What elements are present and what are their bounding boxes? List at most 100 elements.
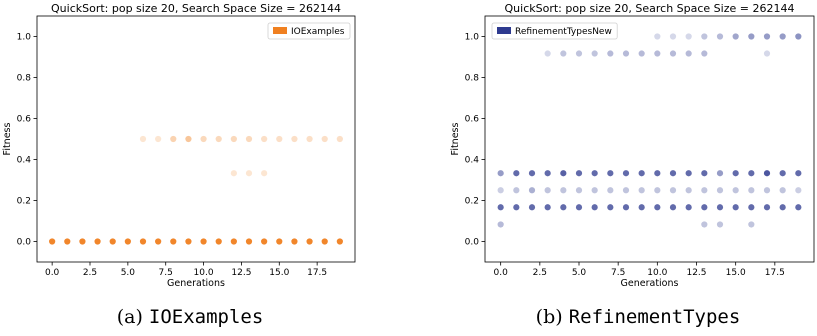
data-point xyxy=(685,187,692,194)
data-point xyxy=(779,204,786,211)
data-point xyxy=(701,33,708,40)
x-tick-label: 5.0 xyxy=(121,268,136,278)
data-point xyxy=(795,204,802,211)
data-point xyxy=(544,204,551,211)
data-point xyxy=(155,135,162,143)
data-point xyxy=(669,204,677,211)
data-point xyxy=(779,187,786,194)
data-point xyxy=(513,187,520,194)
data-point xyxy=(560,50,567,57)
legend-label: RefinementTypesNew xyxy=(515,27,612,37)
data-point xyxy=(185,238,192,245)
y-tick-label: 0.6 xyxy=(17,115,32,125)
data-point xyxy=(497,170,504,177)
x-tick-label: 2.5 xyxy=(83,268,97,278)
legend-swatch xyxy=(273,27,287,34)
data-point xyxy=(306,135,313,143)
x-tick-label: 17.5 xyxy=(307,268,327,278)
data-point xyxy=(763,170,771,177)
y-tick-label: 0.0 xyxy=(17,238,32,248)
data-point xyxy=(245,135,253,143)
data-point xyxy=(732,33,739,40)
y-axis-label: Fitness xyxy=(2,123,13,156)
data-point xyxy=(513,204,520,211)
data-point xyxy=(185,135,192,143)
data-point xyxy=(716,187,724,194)
data-point xyxy=(591,204,598,211)
caption-b: (b) RefinementTypes xyxy=(536,306,741,328)
legend: RefinementTypesNew xyxy=(491,22,618,40)
legend-box xyxy=(491,22,618,40)
data-point xyxy=(497,204,504,211)
data-point xyxy=(215,238,222,245)
data-point xyxy=(336,135,343,143)
data-point xyxy=(701,221,708,228)
data-point xyxy=(638,187,645,194)
x-tick-label: 2.5 xyxy=(533,268,547,278)
data-point xyxy=(638,50,645,57)
data-point xyxy=(528,170,536,177)
data-point xyxy=(94,238,101,245)
data-point xyxy=(748,170,755,177)
data-point xyxy=(795,170,802,177)
data-point xyxy=(139,238,147,245)
y-tick-label: 0.4 xyxy=(465,156,480,166)
data-point xyxy=(560,187,567,194)
x-axis-label: Generations xyxy=(167,278,225,289)
legend-swatch xyxy=(497,27,511,34)
data-point xyxy=(544,187,551,194)
data-point xyxy=(622,187,630,194)
x-tick-label: 7.5 xyxy=(611,268,625,278)
data-point xyxy=(575,170,583,177)
x-tick-label: 17.5 xyxy=(765,268,785,278)
x-tick-label: 12.5 xyxy=(231,268,251,278)
data-point xyxy=(701,187,708,194)
data-point xyxy=(779,33,786,40)
data-point xyxy=(575,204,583,211)
data-point xyxy=(716,33,724,40)
y-tick-label: 1.0 xyxy=(465,33,480,43)
data-point xyxy=(261,135,268,143)
y-tick-label: 0.6 xyxy=(465,115,480,125)
legend-box xyxy=(267,22,351,40)
data-point xyxy=(654,50,661,57)
data-point xyxy=(200,135,207,143)
chart-title: QuickSort: pop size 20, Search Space Siz… xyxy=(505,2,795,15)
data-point xyxy=(560,170,567,177)
data-point xyxy=(544,50,551,57)
data-point xyxy=(716,170,724,177)
data-point xyxy=(155,238,162,245)
data-point xyxy=(748,187,755,194)
data-point xyxy=(685,50,692,57)
data-point xyxy=(528,204,536,211)
data-point xyxy=(607,204,614,211)
data-point xyxy=(701,50,708,57)
y-tick-label: 0.2 xyxy=(17,197,31,207)
data-point xyxy=(544,170,551,177)
data-point xyxy=(795,33,802,40)
data-point xyxy=(607,50,614,57)
data-point xyxy=(245,170,253,177)
data-point xyxy=(291,238,298,245)
data-point xyxy=(230,135,237,143)
y-tick-label: 0.8 xyxy=(465,74,480,84)
data-point xyxy=(276,135,283,143)
data-point xyxy=(575,187,583,194)
caption-b-label: (b) xyxy=(535,306,563,328)
data-point xyxy=(763,33,771,40)
y-tick-label: 1.0 xyxy=(17,33,32,43)
x-tick-label: 12.5 xyxy=(686,268,706,278)
data-point xyxy=(701,170,708,177)
data-point xyxy=(245,238,253,245)
data-point xyxy=(622,50,630,57)
data-point xyxy=(638,204,645,211)
y-axis-label: Fitness xyxy=(450,123,461,156)
data-point xyxy=(230,170,237,177)
data-point xyxy=(306,238,313,245)
legend: IOExamples xyxy=(267,22,351,40)
data-point xyxy=(560,204,567,211)
plot-frame xyxy=(36,15,356,263)
data-point xyxy=(779,170,786,177)
data-point xyxy=(497,187,504,194)
data-point xyxy=(276,238,283,245)
